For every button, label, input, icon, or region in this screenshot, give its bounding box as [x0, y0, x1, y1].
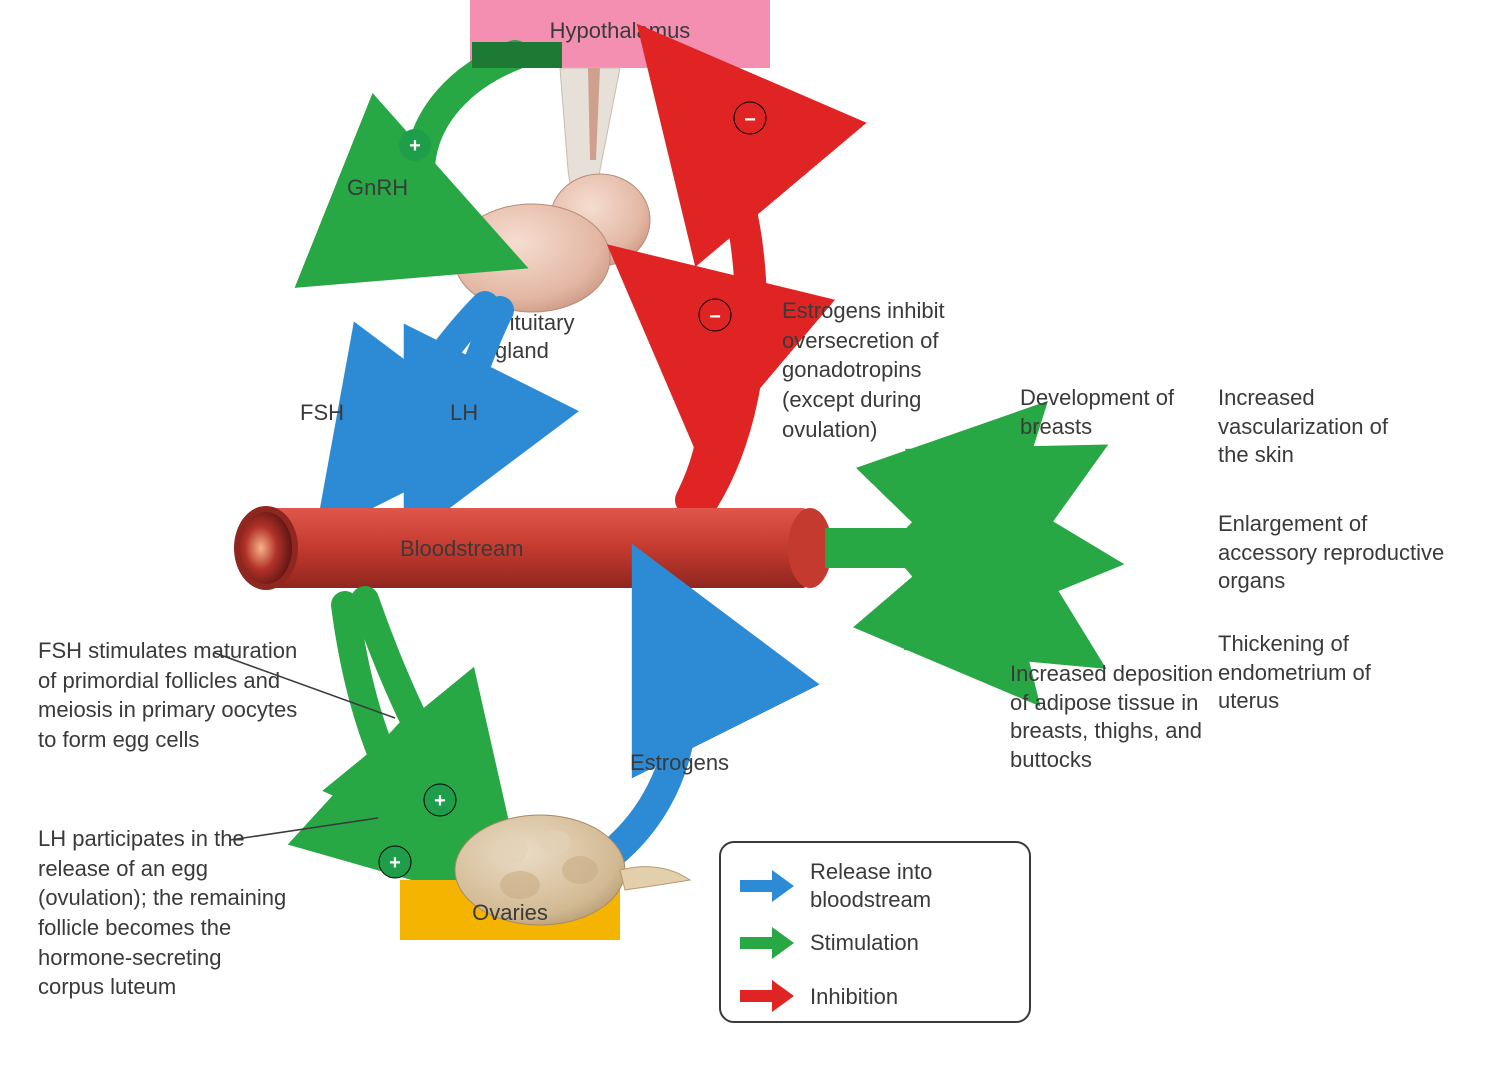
legend-stimulation-label: Stimulation — [810, 930, 1010, 956]
arrow-lh-to-ovary — [345, 605, 455, 865]
pituitary-label-line2: gland — [495, 338, 549, 363]
fsh-note: FSH stimulates maturation of primordial … — [38, 636, 298, 755]
badge-plus-ovary-2: + — [379, 846, 411, 878]
fsh-label: FSH — [300, 400, 344, 425]
svg-text:+: + — [389, 852, 401, 874]
svg-text:−: − — [709, 306, 721, 328]
effect-3-label: Enlargement of accessory reproductive or… — [1218, 510, 1448, 596]
effect-5-label: Increased deposition of adipose tissue i… — [1010, 660, 1215, 774]
lh-label: LH — [450, 400, 478, 425]
effect-1-label: Development of breasts — [1020, 384, 1190, 441]
hypothalamus-green-strip — [472, 42, 562, 68]
arrow-estrogens — [610, 600, 683, 855]
effect-2-label: Increased vascularization of the skin — [1218, 384, 1418, 470]
estrogens-label: Estrogens — [630, 750, 729, 775]
badge-plus-ovary-1: + — [424, 784, 456, 816]
svg-text:−: − — [744, 109, 756, 131]
legend-inhibition-label: Inhibition — [810, 984, 1010, 1010]
effect-4-label: Thickening of endometrium of uterus — [1218, 630, 1428, 716]
svg-text:+: + — [434, 790, 446, 812]
legend-release-label: Release into bloodstream — [810, 858, 1010, 913]
badge-minus-pituitary: − — [699, 299, 731, 331]
gnrh-label: GnRH — [347, 175, 408, 200]
badge-minus-hypothalamus: − — [734, 102, 766, 134]
ovaries-label: Ovaries — [472, 900, 548, 925]
lh-note: LH participates in the release of an egg… — [38, 824, 288, 1002]
bloodstream-label: Bloodstream — [400, 536, 524, 561]
estrogen-inhibit-note: Estrogens inhibit oversecretion of gonad… — [782, 296, 997, 444]
hypothalamus-label: Hypothalamus — [550, 18, 691, 43]
badge-plus-gnrh: + — [399, 129, 431, 161]
bloodstream-node — [234, 506, 832, 590]
svg-text:+: + — [409, 135, 421, 157]
